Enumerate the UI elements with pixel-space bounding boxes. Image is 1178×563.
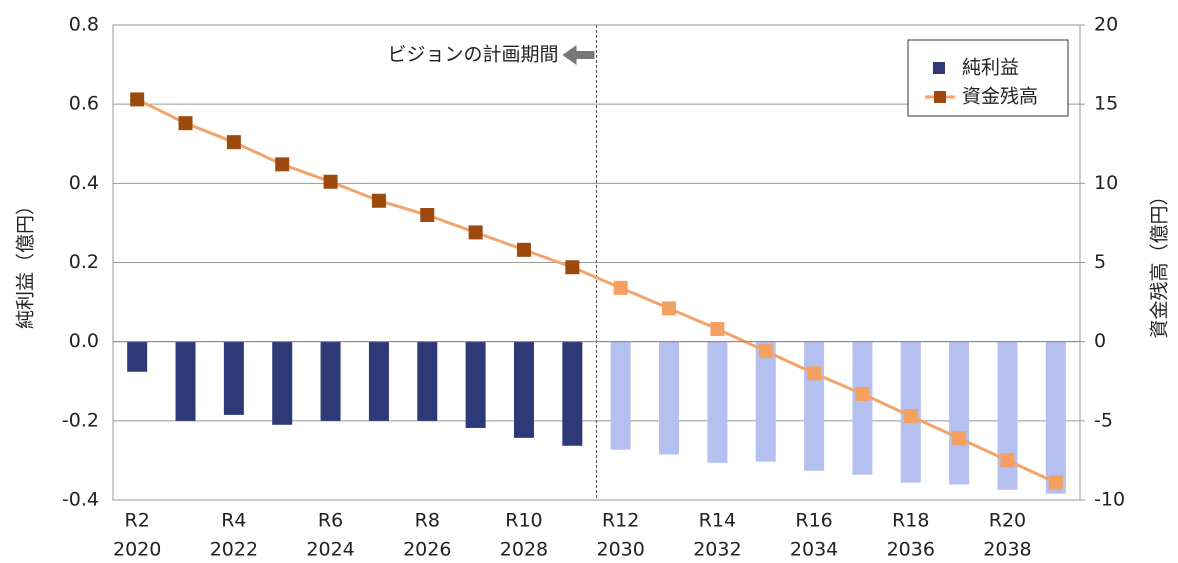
x-tick-label: R12	[602, 510, 639, 532]
line-marker	[1000, 453, 1015, 468]
line-marker	[807, 366, 822, 381]
x-tick-label: R18	[892, 510, 929, 532]
x-tick-label: R20	[989, 510, 1026, 532]
x-tick-label: R6	[318, 510, 343, 532]
line-marker	[952, 431, 967, 446]
bar	[223, 341, 244, 415]
x-tick-label: R4	[221, 510, 246, 532]
bar	[513, 341, 534, 438]
x-tick-year: 2024	[306, 539, 354, 561]
y-axis-label: 純利益（億円）	[15, 196, 37, 329]
line-marker	[420, 208, 435, 222]
y-tick-label: 0.8	[69, 14, 99, 36]
line-marker	[855, 386, 870, 401]
y-tick-label: 0.2	[69, 251, 99, 273]
annotation-arrow	[562, 45, 595, 65]
bar	[707, 341, 728, 463]
line-marker	[1048, 475, 1063, 490]
bar	[562, 341, 583, 446]
y2-tick-label: 0	[1094, 330, 1106, 352]
line-marker	[516, 242, 531, 257]
bar	[852, 341, 873, 475]
line-marker	[662, 301, 677, 316]
bar	[610, 341, 631, 450]
line-marker	[275, 157, 290, 172]
x-tick-year: 2030	[596, 539, 644, 561]
annotation: ビジョンの計画期間	[387, 44, 558, 66]
x-tick-year: 2036	[887, 539, 935, 561]
legend-label: 純利益	[962, 57, 1019, 79]
x-tick-label: R10	[505, 510, 542, 532]
x-tick-year: 2026	[403, 539, 451, 561]
x-tick-year: 2038	[983, 539, 1031, 561]
line-marker	[613, 280, 628, 295]
line-marker	[758, 344, 773, 359]
x-tick-year: 2032	[693, 539, 741, 561]
line-marker	[371, 193, 386, 208]
x-tick-label: R8	[415, 510, 440, 532]
y-tick-label: -0.2	[62, 409, 99, 431]
line-marker	[565, 260, 580, 275]
bar	[659, 341, 680, 455]
y2-tick-label: -10	[1094, 489, 1125, 511]
line-marker	[468, 225, 483, 240]
x-tick-label: R16	[795, 510, 832, 532]
x-tick-year: 2028	[500, 539, 548, 561]
y-tick-label: 0.0	[69, 330, 99, 352]
x-tick-year: 2020	[113, 539, 161, 561]
y2-axis-label: 資金残高（億円）	[1149, 186, 1171, 338]
line-marker	[903, 409, 918, 424]
bar	[272, 341, 293, 425]
line-marker	[710, 322, 725, 336]
line-marker	[226, 135, 241, 150]
bar	[997, 341, 1018, 490]
bar	[1045, 341, 1066, 494]
line-marker	[130, 92, 145, 107]
line-marker	[178, 116, 193, 131]
line-marker	[323, 174, 338, 189]
x-tick-year: 2034	[790, 539, 838, 561]
y-tick-label: 0.6	[69, 93, 99, 115]
legend-box	[907, 39, 1069, 117]
bar	[127, 341, 148, 372]
y2-tick-label: -5	[1094, 409, 1113, 431]
y2-tick-label: 20	[1094, 14, 1118, 36]
x-tick-year: 2022	[210, 539, 258, 561]
legend-label: 資金残高	[962, 86, 1038, 108]
bar	[368, 341, 389, 421]
bar	[465, 341, 486, 428]
bar	[320, 341, 341, 421]
y2-tick-label: 15	[1094, 93, 1118, 115]
x-tick-label: R2	[125, 510, 150, 532]
bar	[804, 341, 825, 471]
y-tick-label: -0.4	[62, 489, 99, 511]
legend-swatch	[934, 91, 946, 103]
y2-tick-label: 5	[1094, 251, 1106, 273]
bar	[755, 341, 776, 462]
y-tick-label: 0.4	[69, 172, 99, 194]
legend-swatch	[933, 62, 945, 74]
bar	[949, 341, 970, 485]
bar	[175, 341, 196, 421]
x-tick-label: R14	[699, 510, 736, 532]
y2-tick-label: 10	[1094, 172, 1118, 194]
line	[136, 98, 1057, 484]
bar	[417, 341, 438, 421]
